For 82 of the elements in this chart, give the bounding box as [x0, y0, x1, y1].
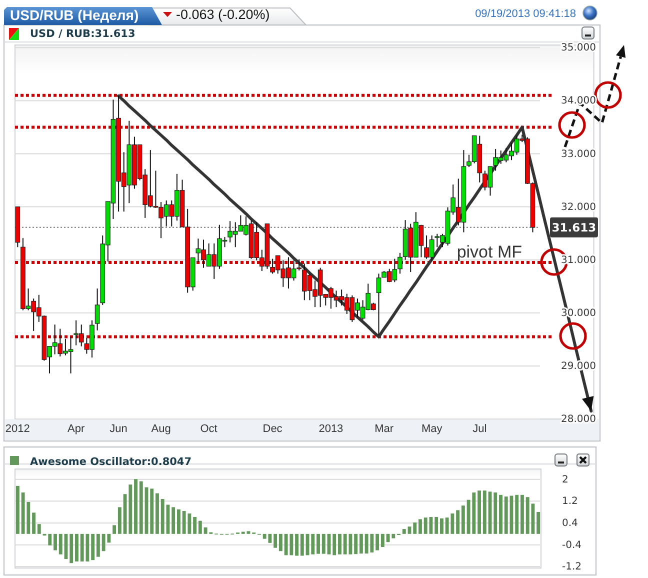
bar [150, 488, 154, 534]
x-tick-label: Dec [262, 423, 283, 435]
bar [128, 484, 132, 534]
bar [32, 512, 36, 534]
bar [402, 529, 406, 534]
bar [456, 510, 460, 534]
candlestick [94, 288, 100, 331]
x-tick-label: Apr [68, 423, 85, 435]
bar [311, 534, 315, 554]
chart-title: USD/RUB (Неделя) [10, 7, 139, 23]
ref-line-label: pivot MF [456, 242, 522, 262]
x-tick-label: Aug [151, 423, 171, 435]
bar [440, 518, 444, 534]
candlestick [398, 252, 402, 274]
text: 09/19/2013 09:41:18 [475, 8, 576, 20]
y-tick-label: 32.000 [561, 201, 596, 212]
y-tick-label: 1.2 [562, 496, 578, 507]
bar [75, 534, 78, 562]
chart-subtitle: USD / RUB:31.613 [30, 28, 136, 40]
x-tick-label: May [421, 423, 443, 435]
bar [413, 522, 417, 534]
bar [160, 499, 164, 534]
bar [536, 512, 540, 534]
bar [482, 490, 486, 534]
bar [172, 507, 176, 534]
bar [48, 534, 52, 546]
x-tick-label: Mar [374, 423, 394, 435]
x-tick-label: Jul [472, 423, 487, 435]
bar [424, 518, 428, 534]
x-tick-label: 2012 [5, 423, 30, 435]
bar [91, 534, 95, 560]
bar [494, 492, 498, 534]
bar [332, 534, 336, 556]
bar [54, 534, 57, 550]
x-tick-label: Jun [110, 423, 128, 435]
bar [134, 479, 138, 534]
bar [515, 494, 519, 534]
bar [354, 534, 358, 554]
bar [478, 490, 481, 534]
bar [58, 534, 62, 554]
bar [246, 531, 250, 534]
bar [504, 496, 508, 534]
bar [376, 534, 380, 550]
legend-label: Awesome Oscillator:0.8047 [30, 456, 192, 468]
bar [338, 534, 342, 554]
bar [316, 534, 320, 554]
bar [300, 534, 304, 556]
candlestick [376, 273, 382, 336]
bar [112, 525, 116, 534]
bar [322, 534, 326, 554]
y-tick-label: 33.000 [561, 148, 596, 160]
bar [118, 507, 122, 534]
bar [295, 534, 299, 556]
bar [96, 534, 100, 557]
bar [434, 517, 438, 534]
bar [156, 493, 159, 534]
bar [392, 534, 396, 538]
bar [70, 534, 74, 564]
bar [16, 486, 20, 534]
bar [193, 517, 197, 534]
y-tick-label: 2 [562, 474, 568, 485]
bar [499, 494, 502, 534]
bar [278, 534, 282, 552]
bar [461, 506, 465, 534]
bar [274, 534, 278, 548]
bar [176, 509, 180, 534]
y-tick-label: 34.000 [561, 95, 596, 106]
bar [139, 481, 143, 534]
y-tick-label: -0.4 [562, 539, 582, 550]
y-tick-label: -1.2 [562, 561, 582, 572]
bar [198, 520, 202, 534]
bar [37, 524, 41, 534]
y-tick-label: 35.000 [561, 42, 596, 54]
x-tick-label: 2013 [318, 423, 344, 435]
bar [520, 494, 524, 534]
bar [359, 534, 363, 554]
text: -0.063 (-0.20%) [176, 7, 270, 22]
y-tick-label: 0.4 [562, 518, 578, 528]
bar [380, 534, 384, 547]
bar [418, 519, 422, 534]
x-tick-label: Oct [200, 423, 218, 435]
y-tick-label: 28.000 [561, 414, 596, 424]
